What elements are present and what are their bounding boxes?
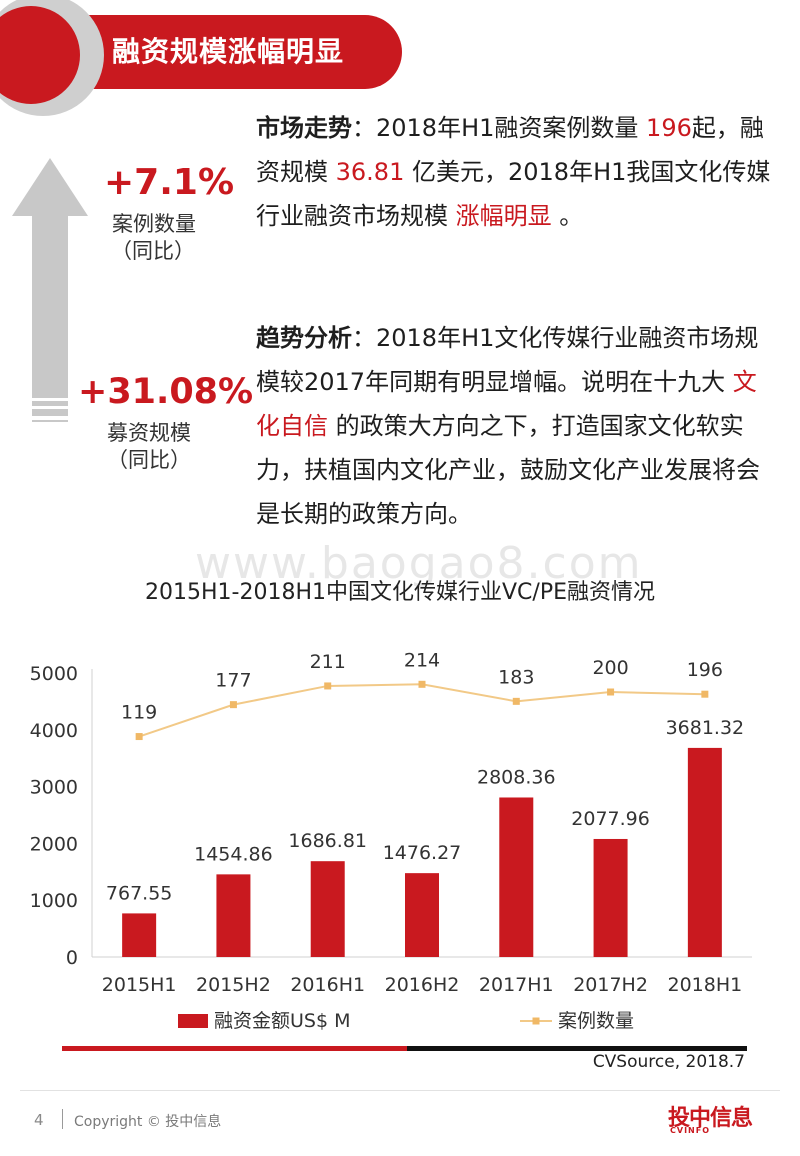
header-ring-core xyxy=(0,6,80,104)
legend-bar-swatch xyxy=(178,1014,208,1028)
trend-count: 196 xyxy=(646,114,692,142)
chart-bar xyxy=(310,861,345,957)
analysis-heading: 趋势分析 xyxy=(256,324,352,352)
chart-bar xyxy=(216,874,251,957)
line-data-label: 211 xyxy=(310,651,346,673)
trend-sep: ： xyxy=(352,114,376,142)
line-series-count xyxy=(138,683,705,738)
chart-bar xyxy=(687,747,722,957)
y-tick-label: 0 xyxy=(66,947,78,969)
trend-amount: 36.81 xyxy=(335,158,405,186)
company-logo: 投中信息 CVINFO xyxy=(668,1100,763,1140)
kpi-fund-sublabel: （同比） xyxy=(107,448,191,472)
line-point xyxy=(512,697,520,705)
line-point xyxy=(229,701,237,709)
line-point xyxy=(701,690,709,698)
trend-text-3: 亿美元，2018年H1我国文化传媒行业融资市场规模 xyxy=(256,158,771,230)
chart-svg: 0 1000 2000 3000 4000 5000 767.55 1454.86 1686.8… xyxy=(30,649,752,1051)
line-data-label: 183 xyxy=(498,666,534,688)
decor-underline-black xyxy=(407,1046,747,1051)
x-tick-label: 2017H2 xyxy=(573,974,648,996)
bar-data-label: 1476.27 xyxy=(383,842,462,864)
kpi-case-label: 案例数量 xyxy=(112,212,196,236)
line-data-label: 200 xyxy=(592,657,628,679)
kpi-case-sublabel: （同比） xyxy=(111,239,195,263)
bar-data-label: 2808.36 xyxy=(477,766,556,788)
line-data-label: 196 xyxy=(687,659,723,681)
header-ring-icon xyxy=(0,0,104,116)
trend-heading: 市场走势 xyxy=(256,114,352,142)
legend-bar-label: 融资金额US$ M xyxy=(214,1010,351,1032)
analysis-highlight: 文化自信 xyxy=(256,368,757,440)
chart-bar xyxy=(593,838,628,957)
analysis-text-1: 2018年H1文化传媒行业融资市场规模较2017年同期有明显增幅。说明在十九大 xyxy=(256,324,759,396)
page-title: 融资规模涨幅明显 xyxy=(112,35,345,68)
bar-data-label: 1454.86 xyxy=(194,843,273,865)
logo-text: 投中信息 xyxy=(668,1106,753,1131)
trend-text-4: 。 xyxy=(559,202,584,230)
watermark: www.baogao8.com xyxy=(195,538,643,589)
y-tick-label: 1000 xyxy=(30,890,78,912)
line-point xyxy=(418,680,426,688)
x-tick-label: 2018H1 xyxy=(667,974,742,996)
trend-text-2: 起，融资规模 xyxy=(256,114,764,186)
x-tick-label: 2015H1 xyxy=(102,974,177,996)
up-arrow-icon xyxy=(12,158,88,422)
line-point xyxy=(324,682,332,690)
page-number: 4 xyxy=(34,1111,44,1129)
chart-title: 2015H1-2018H1中国文化传媒行业VC/PE融资情况 xyxy=(145,580,655,605)
line-point xyxy=(607,688,615,696)
analysis-paragraph: 趋势分析：2018年H1文化传媒行业融资市场规模较2017年同期有明显增幅。说明… xyxy=(256,316,776,536)
line-data-label: 214 xyxy=(404,649,440,671)
footer-divider xyxy=(20,1090,780,1091)
copyright: Copyright © 投中信息 xyxy=(74,1114,222,1130)
trend-paragraph: 市场走势：2018年H1融资案例数量 196起，融资规模 36.81 亿美元，2… xyxy=(256,106,776,238)
footer-separator xyxy=(62,1109,63,1129)
logo-subtext: CVINFO xyxy=(670,1126,710,1135)
analysis-text-2: 的政策大方向之下，打造国家文化软实力，扶植国内文化产业，鼓励文化产业发展将会是长… xyxy=(256,412,760,528)
chart-bar xyxy=(122,913,157,957)
bar-data-label: 1686.81 xyxy=(288,830,367,852)
line-data-label: 119 xyxy=(121,702,157,724)
y-tick-label: 4000 xyxy=(30,720,78,742)
line-point xyxy=(135,733,143,741)
bar-data-label: 767.55 xyxy=(106,882,172,904)
kpi-fund-value: +31.08% xyxy=(78,372,254,412)
x-tick-label: 2016H2 xyxy=(385,974,460,996)
y-tick-label: 5000 xyxy=(30,663,78,685)
legend-line-label: 案例数量 xyxy=(558,1010,634,1032)
y-tick-label: 3000 xyxy=(30,777,78,799)
x-tick-label: 2017H1 xyxy=(479,974,554,996)
x-tick-label: 2016H1 xyxy=(290,974,365,996)
legend-line-marker xyxy=(532,1017,540,1025)
kpi-fund-label: 募资规模 xyxy=(107,421,191,445)
x-tick-label: 2015H2 xyxy=(196,974,271,996)
trend-highlight: 涨幅明显 xyxy=(455,202,552,230)
line-data-label: 177 xyxy=(215,670,251,692)
decor-underline-red xyxy=(62,1046,407,1051)
source-note: CVSource, 2018.7 xyxy=(592,1052,745,1072)
trend-text-1: 2018年H1融资案例数量 xyxy=(376,114,639,142)
bar-data-label: 2077.96 xyxy=(571,808,650,830)
chart-bar xyxy=(499,797,534,957)
kpi-case-value: +7.1% xyxy=(104,162,235,203)
analysis-sep: ： xyxy=(352,324,376,352)
y-tick-label: 2000 xyxy=(30,833,78,855)
chart-bar xyxy=(405,873,439,957)
bar-data-label: 3681.32 xyxy=(666,717,745,739)
